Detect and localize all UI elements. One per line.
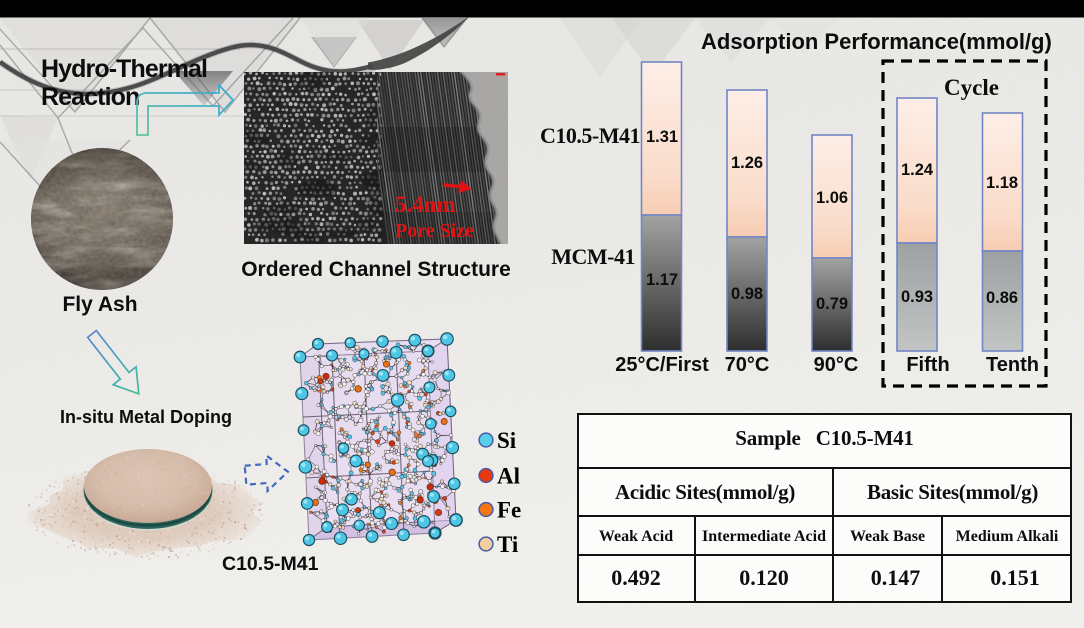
svg-text:Fe: Fe [497,498,521,523]
svg-text:Si: Si [497,428,517,453]
svg-text:5.4nm: 5.4nm [395,192,456,217]
svg-text:Ti: Ti [497,532,519,557]
svg-text:Al: Al [497,464,520,489]
svg-text:Pore Size: Pore Size [395,220,474,242]
